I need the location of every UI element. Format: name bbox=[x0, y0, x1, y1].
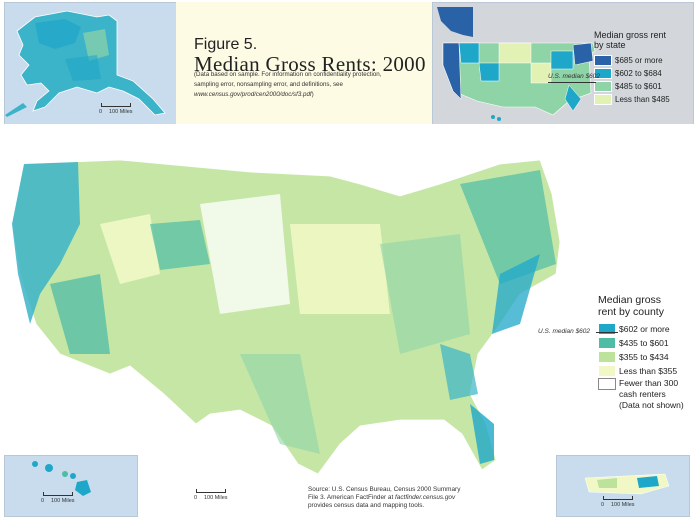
legend-swatch bbox=[594, 80, 612, 92]
state-legend-item: $485 to $601 bbox=[594, 80, 694, 92]
page-title: Median Gross Rents: 2000 bbox=[194, 52, 426, 76]
county-median-label: U.S. median $602 bbox=[538, 328, 591, 335]
inset-alaska-small bbox=[437, 7, 473, 37]
data-note: (Data based on sample. For information o… bbox=[194, 71, 382, 98]
county-legend-item: $355 to $434 bbox=[598, 350, 694, 363]
source-note: Source: U.S. Census Bureau, Census 2000 … bbox=[308, 486, 461, 509]
legend-swatch bbox=[594, 93, 612, 105]
state-map-graphic bbox=[433, 3, 693, 125]
county-legend-item: $602 or more bbox=[598, 322, 694, 335]
legend-swatch bbox=[598, 378, 616, 390]
alaska-inset-map: 0 100 Miles bbox=[4, 2, 178, 126]
county-legend-title: Median gross rent by county bbox=[598, 294, 664, 318]
hawaii-map-graphic bbox=[32, 461, 91, 496]
factfinder-link[interactable]: factfinder.census.gov bbox=[395, 494, 456, 501]
county-map bbox=[0, 124, 695, 519]
state-median-label: U.S. median $602 bbox=[548, 73, 601, 80]
title-panel: Figure 5. Median Gross Rents: 2000 (Data… bbox=[176, 2, 432, 124]
county-legend-item: Less than $355 bbox=[598, 364, 694, 377]
state-legend-title: Median gross rent by state bbox=[594, 30, 667, 50]
state-legend-item: $685 or more bbox=[594, 54, 694, 66]
legend-swatch bbox=[594, 54, 612, 66]
county-legend: Median gross rent by county $602 or more… bbox=[598, 294, 694, 417]
state-legend-item: $602 to $684 bbox=[594, 67, 694, 79]
county-legend-no-data: Fewer than 300 cash renters (Data not sh… bbox=[598, 378, 694, 416]
county-legend-item: $435 to $601 bbox=[598, 336, 694, 349]
county-map-graphic bbox=[11, 159, 561, 475]
figure-label: Figure 5. bbox=[194, 36, 258, 53]
state-legend: Median gross rent by state $685 or more … bbox=[594, 30, 694, 106]
legend-swatch bbox=[598, 350, 616, 363]
legend-swatch bbox=[594, 67, 612, 79]
state-median-line bbox=[548, 82, 596, 83]
note-url: www.census.gov/prod/cen2000/doc/sf3.pdf bbox=[194, 91, 312, 98]
legend-swatch bbox=[598, 322, 616, 335]
legend-swatch bbox=[598, 364, 616, 377]
puerto-rico-inset-map: 0 100 Miles bbox=[556, 455, 690, 517]
puerto-rico-map-graphic bbox=[584, 473, 670, 495]
state-legend-item: Less than $485 bbox=[594, 93, 694, 105]
county-median-line bbox=[596, 332, 618, 333]
hawaii-inset-map: 0 100 Miles bbox=[4, 455, 138, 517]
legend-swatch bbox=[598, 336, 616, 349]
alaska-map-graphic bbox=[5, 10, 166, 117]
